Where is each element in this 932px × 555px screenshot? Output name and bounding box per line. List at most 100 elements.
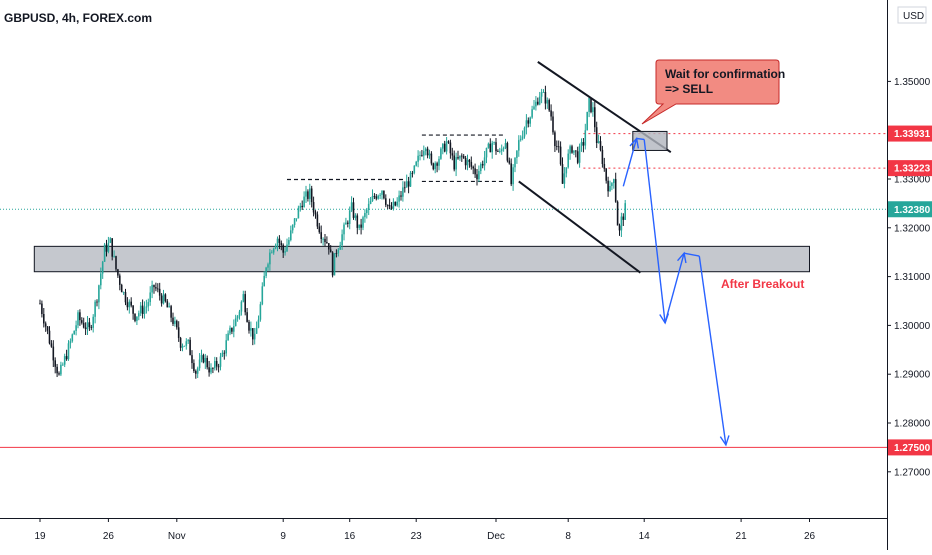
candle[interactable]: [69, 338, 72, 349]
candle[interactable]: [432, 162, 435, 171]
candle[interactable]: [493, 141, 495, 145]
candle[interactable]: [535, 96, 537, 111]
candle[interactable]: [272, 247, 275, 255]
candle[interactable]: [271, 250, 273, 254]
candle[interactable]: [461, 153, 463, 162]
candle[interactable]: [145, 299, 148, 314]
candle[interactable]: [324, 233, 326, 247]
candle[interactable]: [440, 147, 442, 160]
level-price-tag[interactable]: 1.33931: [888, 125, 932, 142]
candle[interactable]: [512, 164, 514, 191]
candle[interactable]: [400, 190, 402, 201]
candle[interactable]: [183, 345, 186, 347]
candle[interactable]: [567, 149, 569, 169]
candle[interactable]: [569, 144, 571, 160]
candle[interactable]: [252, 328, 254, 346]
candle[interactable]: [445, 137, 448, 155]
candle[interactable]: [417, 150, 419, 168]
candle[interactable]: [214, 356, 216, 371]
candle[interactable]: [233, 319, 235, 338]
candle[interactable]: [607, 176, 609, 197]
candle[interactable]: [347, 220, 349, 228]
candle[interactable]: [375, 194, 378, 201]
last-price-tag[interactable]: 1.32380: [888, 201, 932, 218]
candle[interactable]: [588, 96, 590, 118]
candle[interactable]: [525, 114, 528, 135]
candle[interactable]: [590, 97, 592, 114]
candle[interactable]: [282, 243, 284, 258]
candle[interactable]: [502, 146, 505, 152]
candle[interactable]: [187, 339, 189, 345]
candle[interactable]: [297, 205, 300, 219]
candle[interactable]: [280, 240, 283, 251]
candle[interactable]: [352, 197, 355, 220]
sell-callout[interactable]: Wait for confirmation => SELL: [641, 59, 785, 125]
candle[interactable]: [284, 247, 286, 256]
candle[interactable]: [84, 322, 87, 335]
candle[interactable]: [386, 204, 389, 210]
candle[interactable]: [478, 165, 480, 183]
candle[interactable]: [582, 138, 585, 153]
candle[interactable]: [206, 355, 208, 370]
candle[interactable]: [453, 150, 455, 172]
candle[interactable]: [373, 193, 376, 200]
candle[interactable]: [96, 299, 98, 307]
candle[interactable]: [358, 224, 360, 231]
candle[interactable]: [130, 297, 132, 308]
candle[interactable]: [138, 310, 140, 321]
candle[interactable]: [293, 217, 296, 228]
candle[interactable]: [613, 178, 615, 189]
candle[interactable]: [624, 199, 626, 221]
candle[interactable]: [383, 190, 385, 200]
candle[interactable]: [455, 152, 457, 177]
candle[interactable]: [350, 196, 353, 213]
candle[interactable]: [519, 135, 522, 142]
candle[interactable]: [565, 167, 568, 178]
candle[interactable]: [396, 197, 398, 207]
candle[interactable]: [554, 130, 556, 152]
candle[interactable]: [516, 150, 518, 164]
support-zone[interactable]: [33, 245, 811, 273]
candle[interactable]: [204, 353, 207, 369]
candle[interactable]: [259, 301, 262, 322]
candle[interactable]: [578, 143, 581, 168]
candle[interactable]: [212, 367, 214, 374]
candle[interactable]: [257, 315, 260, 329]
candle[interactable]: [379, 192, 381, 200]
candle[interactable]: [573, 150, 575, 156]
candle[interactable]: [41, 300, 43, 318]
candle[interactable]: [181, 343, 184, 352]
candle[interactable]: [362, 215, 364, 231]
candle[interactable]: [622, 213, 625, 226]
candle[interactable]: [189, 337, 191, 356]
candle[interactable]: [193, 359, 195, 373]
candle[interactable]: [286, 238, 288, 252]
candle[interactable]: [225, 333, 227, 357]
candle[interactable]: [508, 157, 511, 165]
candle[interactable]: [483, 150, 486, 171]
candle[interactable]: [223, 350, 226, 360]
candle[interactable]: [326, 236, 328, 244]
candle[interactable]: [443, 140, 446, 153]
candle[interactable]: [117, 268, 119, 278]
candle[interactable]: [81, 317, 83, 325]
candle[interactable]: [128, 299, 131, 314]
candle[interactable]: [52, 340, 55, 368]
candle[interactable]: [82, 317, 85, 329]
candle[interactable]: [139, 301, 142, 317]
candle[interactable]: [50, 340, 53, 348]
candle[interactable]: [434, 161, 436, 174]
candle[interactable]: [392, 198, 395, 211]
candle[interactable]: [126, 297, 129, 311]
candle[interactable]: [415, 160, 417, 167]
candle[interactable]: [176, 319, 178, 330]
candle[interactable]: [162, 289, 165, 305]
candle[interactable]: [491, 140, 493, 159]
candle[interactable]: [597, 134, 600, 144]
candle[interactable]: [303, 191, 305, 208]
candle[interactable]: [291, 224, 294, 234]
candle[interactable]: [168, 302, 170, 308]
candle[interactable]: [124, 288, 127, 306]
